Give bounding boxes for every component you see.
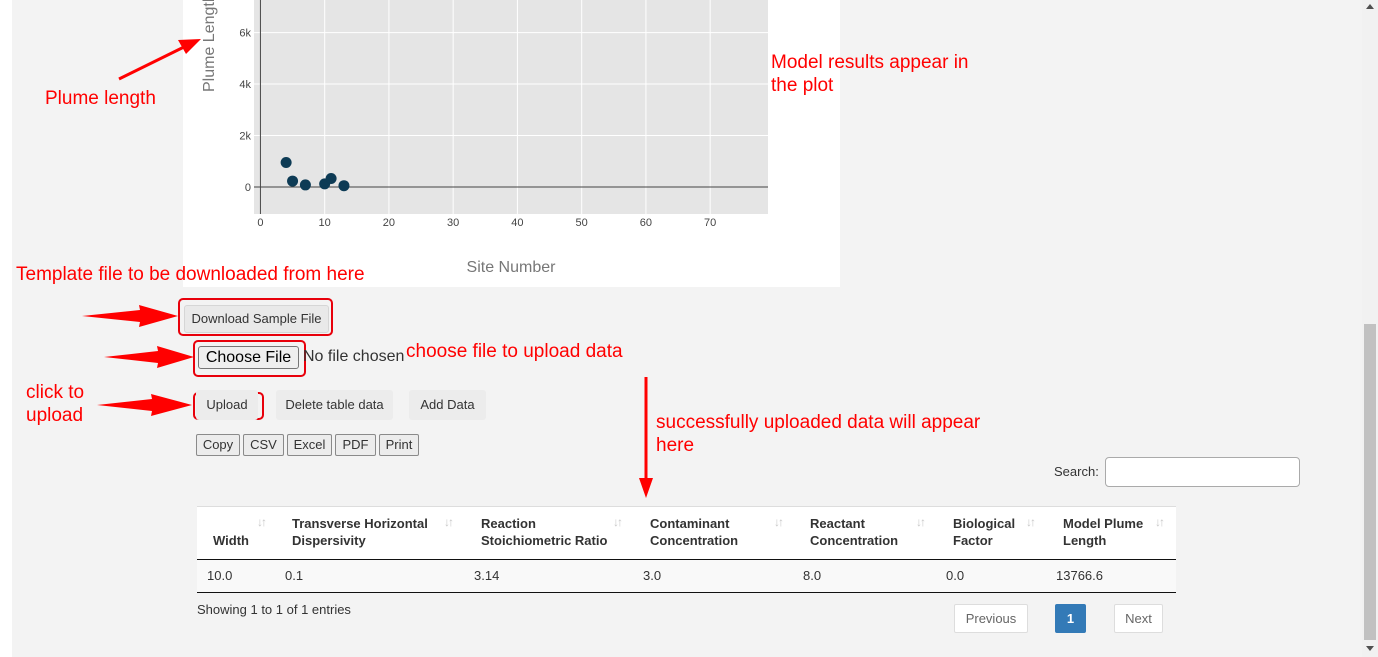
scroll-down-arrow-icon[interactable]: [1366, 646, 1374, 651]
plume-length-plot[interactable]: 0 10 20 30 40 50 60 70 0 2k 4k 6k Site Number Plume L…: [183, 0, 840, 287]
annotation-model-results-2: the plot: [771, 75, 834, 96]
annotation-choose-file: choose file to upload data: [406, 341, 623, 362]
upload-button[interactable]: Upload: [196, 390, 258, 420]
x-axis-title: Site Number: [467, 259, 557, 276]
cell-contaminant-concentration: 3.0: [643, 568, 662, 583]
sort-both-icon: ↓↑: [916, 515, 926, 529]
column-header-stoichiometric-ratio[interactable]: Reaction Stoichiometric Ratio ↓↑: [481, 507, 631, 559]
x-tick-label: 10: [319, 217, 331, 229]
next-page-button[interactable]: Next: [1114, 604, 1163, 633]
delete-table-data-button[interactable]: Delete table data: [276, 390, 393, 420]
y-tick-label: 2k: [239, 131, 251, 143]
x-tick-label: 20: [383, 217, 395, 229]
header-line2: Concentration: [810, 533, 899, 548]
header-line1: Contaminant: [650, 516, 730, 531]
sort-both-icon: ↓↑: [613, 515, 623, 529]
scroll-up-arrow-icon[interactable]: [1366, 4, 1374, 9]
search-label: Search:: [1054, 464, 1099, 479]
column-header-reactant-concentration[interactable]: Reactant Concentration ↓↑: [810, 507, 935, 559]
x-tick-label: 30: [447, 217, 459, 229]
column-header-contaminant-concentration[interactable]: Contaminant Concentration ↓↑: [650, 507, 795, 559]
data-point: [280, 157, 292, 169]
data-point: [325, 172, 337, 184]
x-tick-label: 70: [704, 217, 716, 229]
copy-button[interactable]: Copy: [196, 434, 240, 456]
x-tick-label: 0: [257, 217, 263, 229]
add-data-button[interactable]: Add Data: [409, 390, 486, 420]
annotation-click-upload-2: upload: [26, 405, 84, 426]
excel-button[interactable]: Excel: [287, 434, 332, 456]
download-highlight-box: [178, 298, 333, 336]
x-tick-label: 60: [640, 217, 652, 229]
print-button[interactable]: Print: [379, 434, 419, 456]
annotation-click-upload-1: click to: [26, 382, 85, 403]
cell-width: 10.0: [207, 568, 233, 583]
cell-dispersivity: 0.1: [285, 568, 304, 583]
header-line2: Dispersivity: [292, 533, 366, 548]
annotation-plume-length: Plume length: [45, 88, 156, 109]
cell-biological-factor: 0.0: [946, 568, 965, 583]
column-header-model-plume-length[interactable]: Model Plume Length ↓↑: [1063, 507, 1173, 559]
y-tick-label: 6k: [239, 28, 251, 40]
scatter-plot-svg: 0 10 20 30 40 50 60 70 0 2k 4k 6k Site Number Plume L…: [201, 0, 768, 276]
pdf-button[interactable]: PDF: [335, 434, 376, 456]
annotation-uploaded-2: here: [656, 435, 695, 456]
sort-both-icon: ↓↑: [774, 515, 784, 529]
x-tick-label: 50: [576, 217, 588, 229]
column-header-dispersivity[interactable]: Transverse Horizontal Dispersivity ↓↑: [292, 507, 464, 559]
header-line1: Biological: [953, 516, 1016, 531]
sort-both-icon: ↓↑: [444, 515, 454, 529]
header-line1: Reaction: [481, 516, 536, 531]
header-line2: Factor: [953, 533, 993, 548]
search-input[interactable]: [1105, 457, 1300, 487]
sort-both-icon: ↓↑: [1026, 515, 1036, 529]
page-1-button[interactable]: 1: [1055, 604, 1086, 633]
column-header-biological-factor[interactable]: Biological Factor ↓↑: [953, 507, 1043, 559]
cell-model-plume-length: 13766.6: [1056, 568, 1103, 583]
no-file-chosen-label: No file chosen: [303, 348, 405, 365]
column-header-width[interactable]: Width ↓↑: [213, 507, 281, 559]
cell-stoichiometric-ratio: 3.14: [474, 568, 500, 583]
annotation-uploaded-1: successfully uploaded data will appear: [656, 412, 981, 433]
sort-both-icon: ↓↑: [257, 515, 267, 529]
data-point: [338, 180, 350, 192]
table-header: Width ↓↑ Transverse Horizontal Dispersivi…: [197, 506, 1176, 560]
choose-file-highlight-box: [193, 340, 306, 377]
previous-page-button[interactable]: Previous: [954, 604, 1028, 633]
header-line1: Model Plume: [1063, 516, 1144, 531]
data-table: Width ↓↑ Transverse Horizontal Dispersivi…: [197, 506, 1176, 593]
data-point: [299, 179, 311, 191]
choose-file-button[interactable]: Choose File: [198, 346, 299, 369]
cell-reactant-concentration: 8.0: [803, 568, 822, 583]
x-tick-label: 40: [511, 217, 523, 229]
annotation-template-file: Template file to be downloaded from here: [16, 264, 365, 285]
scrollbar-thumb[interactable]: [1364, 324, 1376, 640]
data-point: [287, 175, 299, 187]
header-line2: Length: [1063, 533, 1107, 548]
header-line1: Reactant: [810, 516, 865, 531]
y-axis-title: Plume Length: [201, 0, 218, 92]
csv-button[interactable]: CSV: [243, 434, 284, 456]
header-line2: Width: [213, 533, 249, 548]
download-sample-button[interactable]: Download Sample File: [184, 305, 329, 333]
y-tick-label: 4k: [239, 79, 251, 91]
header-line2: Stoichiometric Ratio: [481, 533, 608, 548]
header-line1: Transverse Horizontal: [292, 516, 428, 531]
header-line2: Concentration: [650, 533, 739, 548]
plot-area: [254, 0, 768, 214]
annotation-model-results-1: Model results appear in: [771, 52, 969, 73]
y-tick-label: 0: [245, 182, 251, 194]
sort-both-icon: ↓↑: [1155, 515, 1165, 529]
table-row[interactable]: 10.0 0.1 3.14 3.0 8.0 0.0 13766.6: [197, 560, 1176, 593]
table-info: Showing 1 to 1 of 1 entries: [197, 602, 351, 617]
